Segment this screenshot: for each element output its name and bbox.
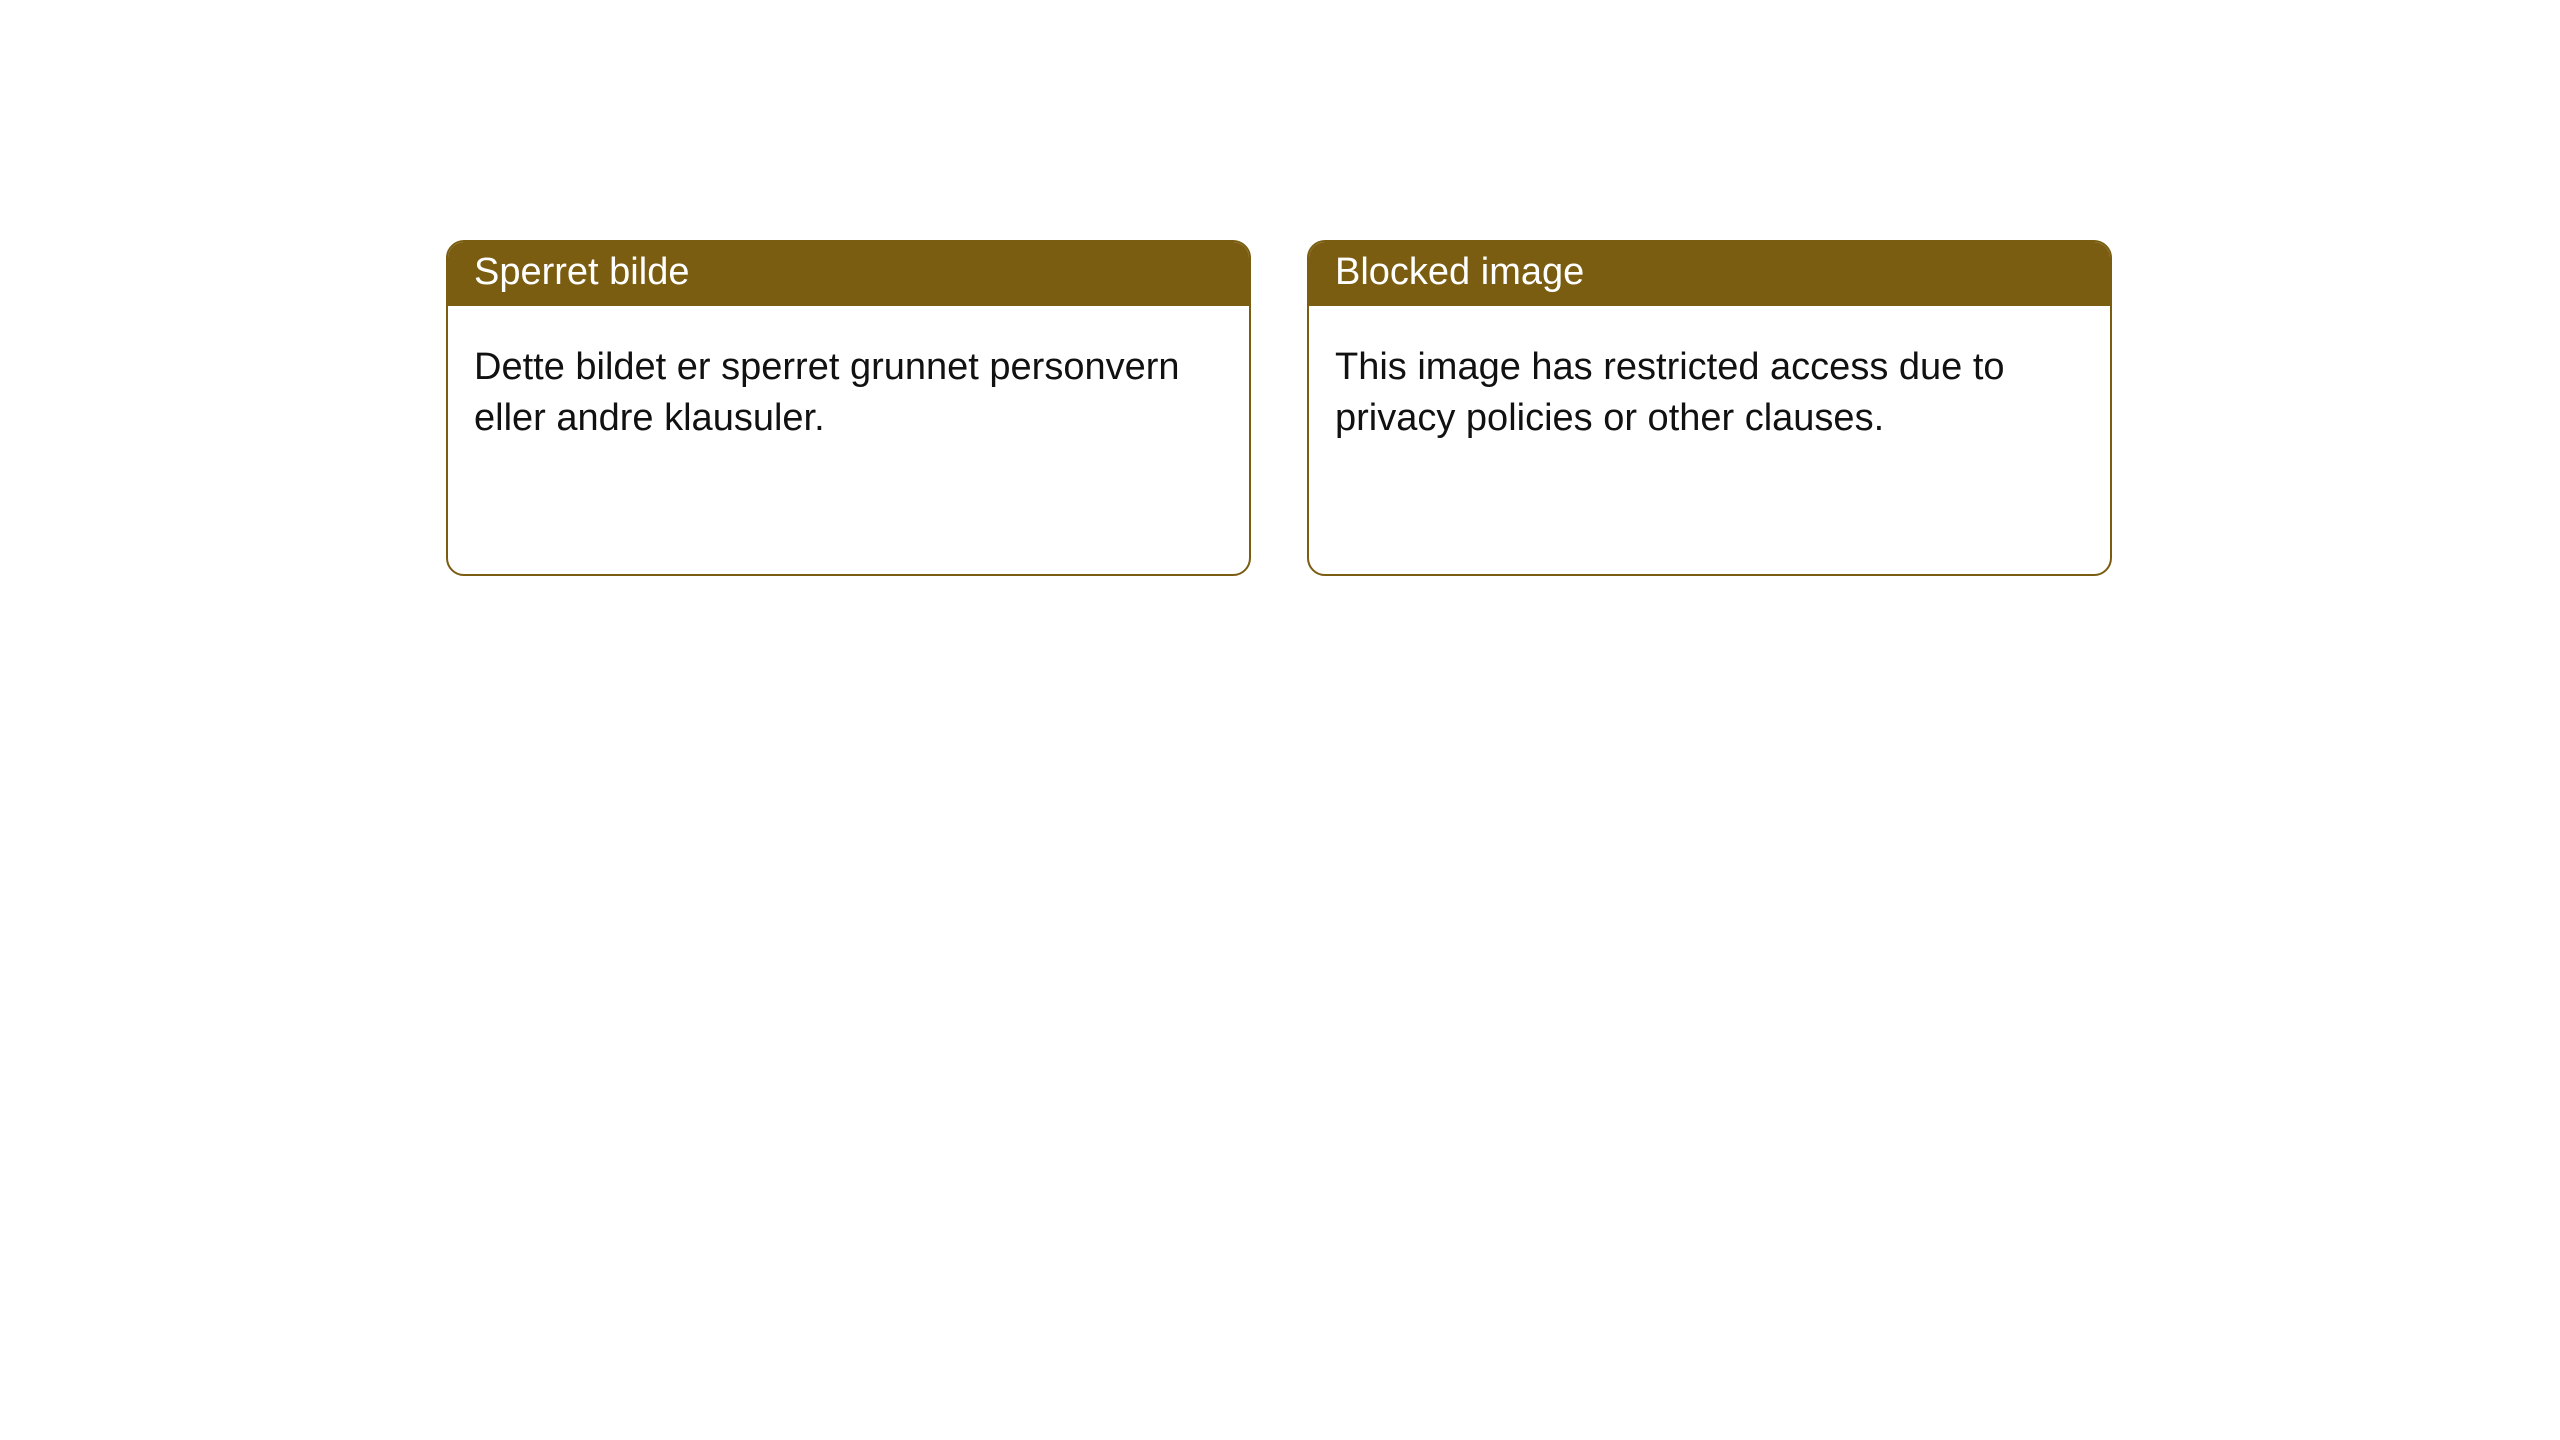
notice-container: Sperret bilde Dette bildet er sperret gr… [0, 0, 2560, 576]
notice-title-en: Blocked image [1309, 242, 2110, 306]
notice-body-no: Dette bildet er sperret grunnet personve… [448, 306, 1249, 574]
notice-card-en: Blocked image This image has restricted … [1307, 240, 2112, 576]
notice-body-en: This image has restricted access due to … [1309, 306, 2110, 574]
notice-card-no: Sperret bilde Dette bildet er sperret gr… [446, 240, 1251, 576]
notice-title-no: Sperret bilde [448, 242, 1249, 306]
